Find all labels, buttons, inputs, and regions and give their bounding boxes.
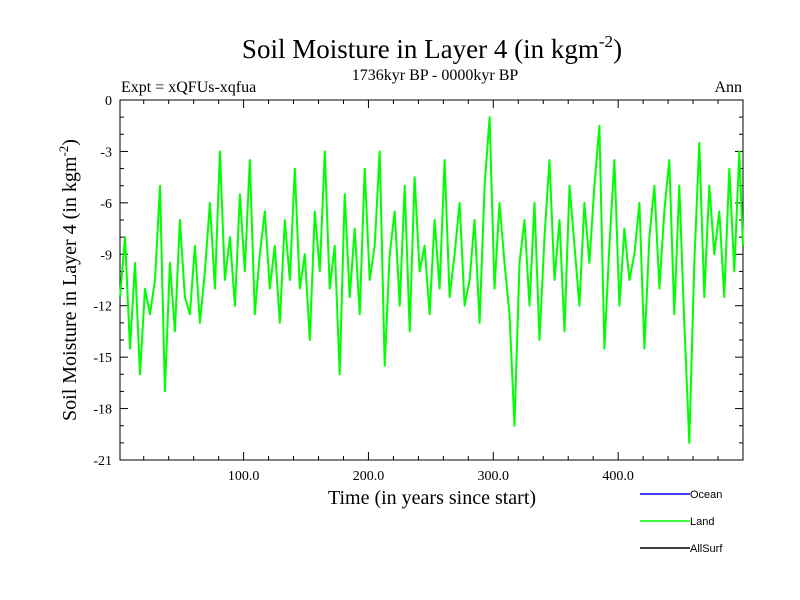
legend-label-ocean: Ocean [690,489,722,501]
chart-title: Soil Moisture in Layer 4 (in kgm-2) [242,32,622,64]
y-tick-label: 0 [105,94,112,109]
y-tick-label: -12 [93,300,112,315]
x-tick-label: 400.0 [602,469,634,484]
legend-label-allsurf: AllSurf [690,543,723,555]
y-tick-label: -3 [100,145,112,160]
axis-tick-labels: 0 -3 -6 -9 -12 -15 -18 -21 100.0 200.0 300.0 400.0 [93,94,634,484]
y-tick-label: -9 [100,248,112,263]
y-axis-label-sup: -2 [56,146,71,157]
data-series [119,116,744,444]
y-tick-label: -15 [93,351,112,366]
x-tick-label: 200.0 [353,469,385,484]
chart-title-close: ) [613,34,622,64]
chart-title-main: Soil Moisture in Layer 4 (in kgm [242,34,599,64]
chart-title-sup: -2 [599,32,613,51]
plot-frame [119,99,744,461]
x-tick-label: 300.0 [478,469,510,484]
legend: Ocean Land AllSurf [640,489,723,555]
series-line-land [119,116,744,444]
y-tick-label: -21 [93,454,112,469]
y-axis-label-main: Soil Moisture in Layer 4 (in kgm [59,156,81,421]
x-axis-label: Time (in years since start) [328,487,536,509]
y-axis-label: Soil Moisture in Layer 4 (in kgm-2) [56,139,81,421]
subtitle-right: Ann [714,79,742,96]
y-axis-label-close: ) [59,139,81,146]
x-tick-label: 100.0 [228,469,260,484]
y-tick-label: -6 [100,197,112,212]
y-tick-label: -18 [93,403,112,418]
subtitle-center: 1736kyr BP - 0000kyr BP [352,67,519,84]
subtitle-left: Expt = xQFUs-xqfua [121,79,256,96]
legend-label-land: Land [690,516,714,528]
